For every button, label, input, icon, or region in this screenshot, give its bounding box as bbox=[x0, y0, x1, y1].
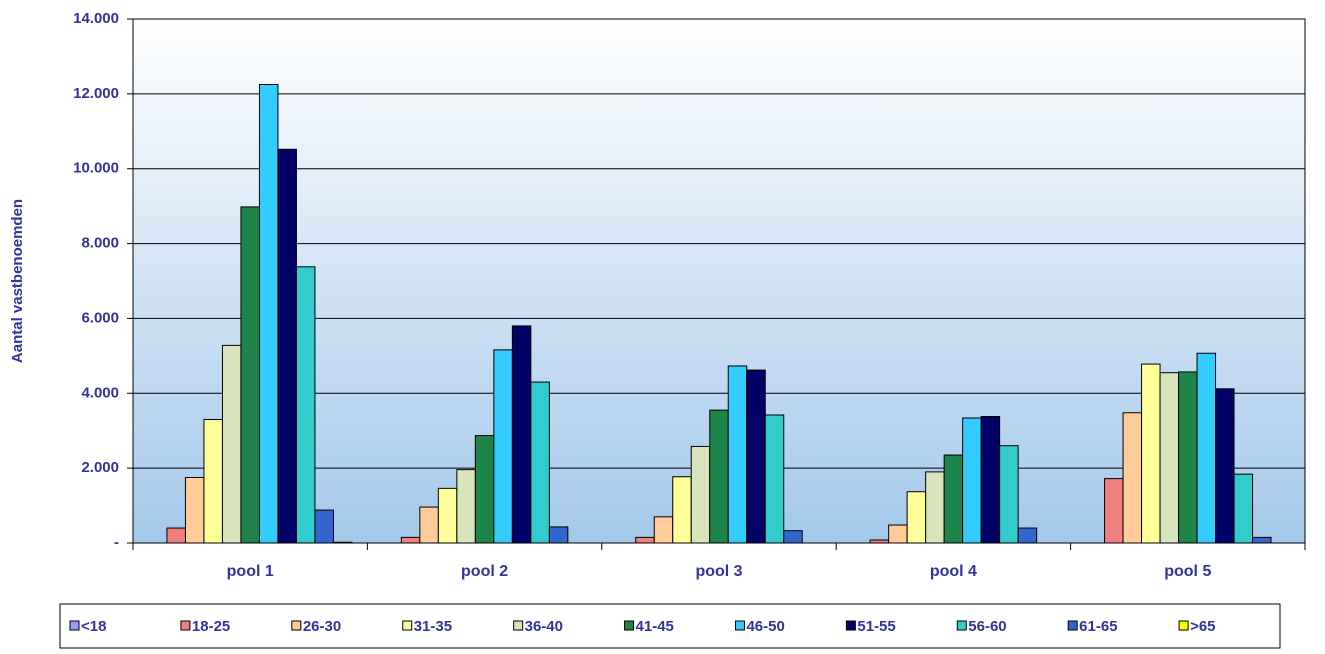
legend-swatch bbox=[956, 620, 967, 631]
bar bbox=[258, 84, 279, 544]
bar bbox=[1178, 371, 1198, 544]
x-tick-label: pool 1 bbox=[227, 563, 274, 580]
bar bbox=[166, 527, 186, 544]
legend-swatch bbox=[402, 620, 413, 631]
bar bbox=[511, 325, 532, 544]
legend-label: 56-60 bbox=[968, 618, 1006, 635]
y-axis-label: Aantal vastbenoemden bbox=[9, 199, 26, 363]
legend-swatch bbox=[291, 620, 302, 631]
bar bbox=[1159, 372, 1180, 544]
bar bbox=[474, 435, 495, 544]
bar bbox=[1141, 363, 1161, 544]
y-tick-label: - bbox=[114, 534, 119, 551]
bar bbox=[332, 541, 353, 544]
x-tick-label: pool 2 bbox=[461, 563, 508, 580]
bar bbox=[672, 476, 692, 544]
y-tick-label: 14.000 bbox=[73, 10, 119, 27]
legend-label: 31-35 bbox=[414, 618, 452, 635]
bar bbox=[548, 526, 569, 544]
legend-label: <18 bbox=[81, 618, 106, 635]
bar bbox=[437, 487, 458, 544]
legend-label: 51-55 bbox=[857, 618, 895, 635]
y-tick-label: 8.000 bbox=[81, 235, 119, 252]
bar bbox=[240, 206, 260, 544]
bar bbox=[203, 418, 223, 544]
y-tick-label: 4.000 bbox=[81, 384, 119, 401]
bar bbox=[999, 445, 1019, 544]
bar bbox=[1122, 412, 1143, 544]
y-tick-label: 6.000 bbox=[81, 309, 119, 326]
legend-label: 41-45 bbox=[636, 618, 674, 635]
bar bbox=[184, 477, 205, 544]
bar bbox=[493, 349, 513, 544]
bar bbox=[1215, 388, 1235, 544]
bar bbox=[764, 414, 785, 544]
bar bbox=[530, 381, 550, 544]
bar bbox=[925, 471, 945, 544]
bar bbox=[635, 536, 655, 544]
bar bbox=[943, 454, 964, 544]
legend-swatch bbox=[734, 620, 745, 631]
legend-swatch bbox=[624, 620, 635, 631]
bar bbox=[653, 516, 674, 544]
legend-label: 18-25 bbox=[192, 618, 230, 635]
legend-label: 36-40 bbox=[525, 618, 563, 635]
bar bbox=[906, 491, 927, 544]
legend-swatch bbox=[180, 620, 191, 631]
x-tick-label: pool 5 bbox=[1164, 563, 1211, 580]
y-tick-label: 12.000 bbox=[73, 85, 119, 102]
bar bbox=[419, 506, 439, 544]
legend-swatch bbox=[1178, 620, 1189, 631]
bar bbox=[1196, 352, 1217, 544]
bar bbox=[221, 344, 242, 544]
bar bbox=[314, 509, 334, 544]
bar bbox=[888, 524, 908, 544]
bar bbox=[1233, 473, 1254, 544]
bar bbox=[690, 445, 711, 544]
bar bbox=[869, 539, 890, 544]
bar bbox=[400, 536, 421, 544]
legend-label: 46-50 bbox=[746, 618, 784, 635]
bar bbox=[783, 530, 803, 544]
legend-label: >65 bbox=[1190, 618, 1215, 635]
bar bbox=[746, 369, 766, 544]
bar bbox=[456, 469, 476, 544]
bar bbox=[962, 417, 982, 544]
bar bbox=[980, 415, 1001, 544]
bar bbox=[277, 148, 297, 544]
legend-label: 61-65 bbox=[1079, 618, 1117, 635]
legend-swatch bbox=[845, 620, 856, 631]
x-tick-label: pool 4 bbox=[930, 563, 977, 580]
legend-label: 26-30 bbox=[303, 618, 341, 635]
bar bbox=[1017, 527, 1038, 544]
legend-swatch bbox=[513, 620, 524, 631]
bar bbox=[709, 409, 729, 544]
bar bbox=[1104, 478, 1124, 544]
y-tick-label: 10.000 bbox=[73, 160, 119, 177]
bar bbox=[727, 365, 748, 544]
y-tick-label: 2.000 bbox=[81, 459, 119, 476]
x-tick-label: pool 3 bbox=[695, 563, 742, 580]
bar bbox=[295, 266, 316, 544]
legend-swatch bbox=[1067, 620, 1078, 631]
legend-swatch bbox=[69, 620, 80, 631]
bar bbox=[1252, 536, 1272, 544]
